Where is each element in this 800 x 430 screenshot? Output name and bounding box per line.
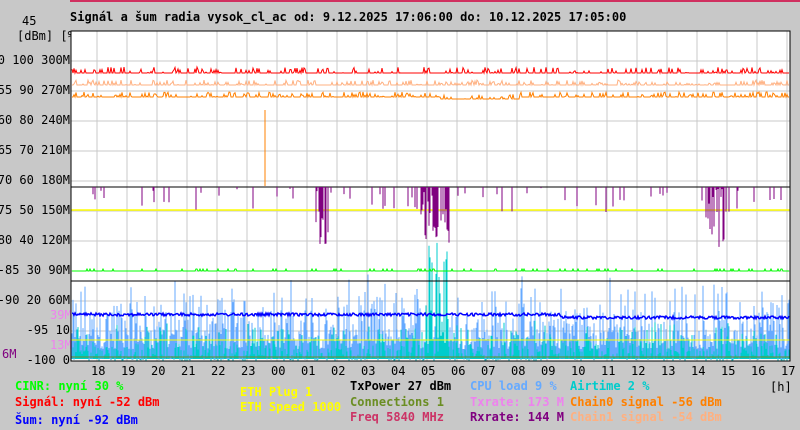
y-tick-label: -60 80 240M — [0, 113, 70, 127]
cinr-series — [72, 267, 789, 273]
x-tick-label: 02 — [331, 364, 346, 378]
legend-freq: Freq 5840 MHz — [350, 410, 444, 424]
x-tick-label: 15 — [721, 364, 736, 378]
y-tick-label: -50 100 300M — [0, 53, 70, 67]
x-tick-label: 12 — [631, 364, 646, 378]
y-tick-label: -100 0 — [26, 353, 70, 367]
legend-airtime: Airtime 2 % — [570, 379, 650, 393]
x-tick-label: 13 — [661, 364, 676, 378]
legend-connections: Connections 1 — [350, 395, 444, 409]
x-tick-label: 11 — [601, 364, 616, 378]
chart-title: Signál a šum radia vysok_cl_ac od: 9.12.… — [70, 10, 627, 24]
x-tick-label: 05 — [421, 364, 436, 378]
y-tick-label: -70 60 180M — [0, 173, 70, 187]
x-tick-label: 07 — [481, 364, 496, 378]
legend-txpower: TxPower 27 dBm — [350, 379, 452, 393]
legend-signal: Signál: nyní -52 dBm — [15, 395, 160, 409]
x-tick-label: 01 — [301, 364, 316, 378]
y-tick-label: -75 50 150M — [0, 203, 70, 217]
legend-eth-speed: ETH Speed 1000 — [240, 400, 342, 414]
x-tick-label: 08 — [511, 364, 526, 378]
x-tick-label: 10 — [571, 364, 586, 378]
axis-top-label: 45 — [22, 14, 37, 28]
legend-chain0: Chain0 signal -56 dBm — [570, 395, 722, 409]
rxrate-series — [92, 187, 782, 247]
x-tick-label: 20 — [151, 364, 166, 378]
label-13m: 13M — [50, 338, 72, 352]
x-tick-label: 18 — [91, 364, 106, 378]
x-tick-label: 16 — [751, 364, 766, 378]
legend-rxrate: Rxrate: 144 M — [470, 410, 564, 424]
y-tick-label: -90 20 60M — [0, 293, 70, 307]
x-tick-label: 14 — [691, 364, 706, 378]
legend-cinr: CINR: nyní 30 % — [15, 379, 124, 393]
legend-noise: Šum: nyní -92 dBm — [15, 413, 138, 427]
legend-chain1: Chain1 signal -54 dBm — [570, 410, 722, 424]
x-tick-label: 22 — [211, 364, 226, 378]
x-tick-label: 00 — [271, 364, 286, 378]
label-6m: 6M — [2, 347, 17, 361]
x-tick-label: 06 — [451, 364, 466, 378]
x-tick-label: 09 — [541, 364, 556, 378]
signal-series — [71, 65, 789, 75]
y-tick-label: -65 70 210M — [0, 143, 70, 157]
x-tick-label: 19 — [121, 364, 136, 378]
x-tick-label: 23 — [241, 364, 256, 378]
y-tick-label: -55 90 270M — [0, 83, 70, 97]
x-tick-label: 17 — [781, 364, 796, 378]
x-tick-label: 03 — [361, 364, 376, 378]
y-tick-label: -80 40 120M — [0, 233, 70, 247]
x-unit: [h] — [770, 380, 792, 394]
label-39m: 39M — [50, 308, 72, 322]
legend-eth-plug: ETH Plug 1 — [240, 385, 313, 399]
y-tick-label: -95 10 — [26, 323, 70, 337]
chain0-series — [72, 90, 789, 101]
legend-cpu: CPU load 9 % — [470, 379, 557, 393]
top-accent-bar — [70, 0, 800, 2]
plot-border — [70, 30, 791, 362]
noise-series — [72, 311, 790, 321]
airtime-series — [71, 242, 790, 361]
y-tick-label: -85 30 90M — [0, 263, 70, 277]
x-tick-label: 21 — [181, 364, 196, 378]
chain1-series — [72, 78, 789, 87]
x-tick-label: 04 — [391, 364, 406, 378]
legend-txrate: Txrate: 173 M — [470, 395, 564, 409]
